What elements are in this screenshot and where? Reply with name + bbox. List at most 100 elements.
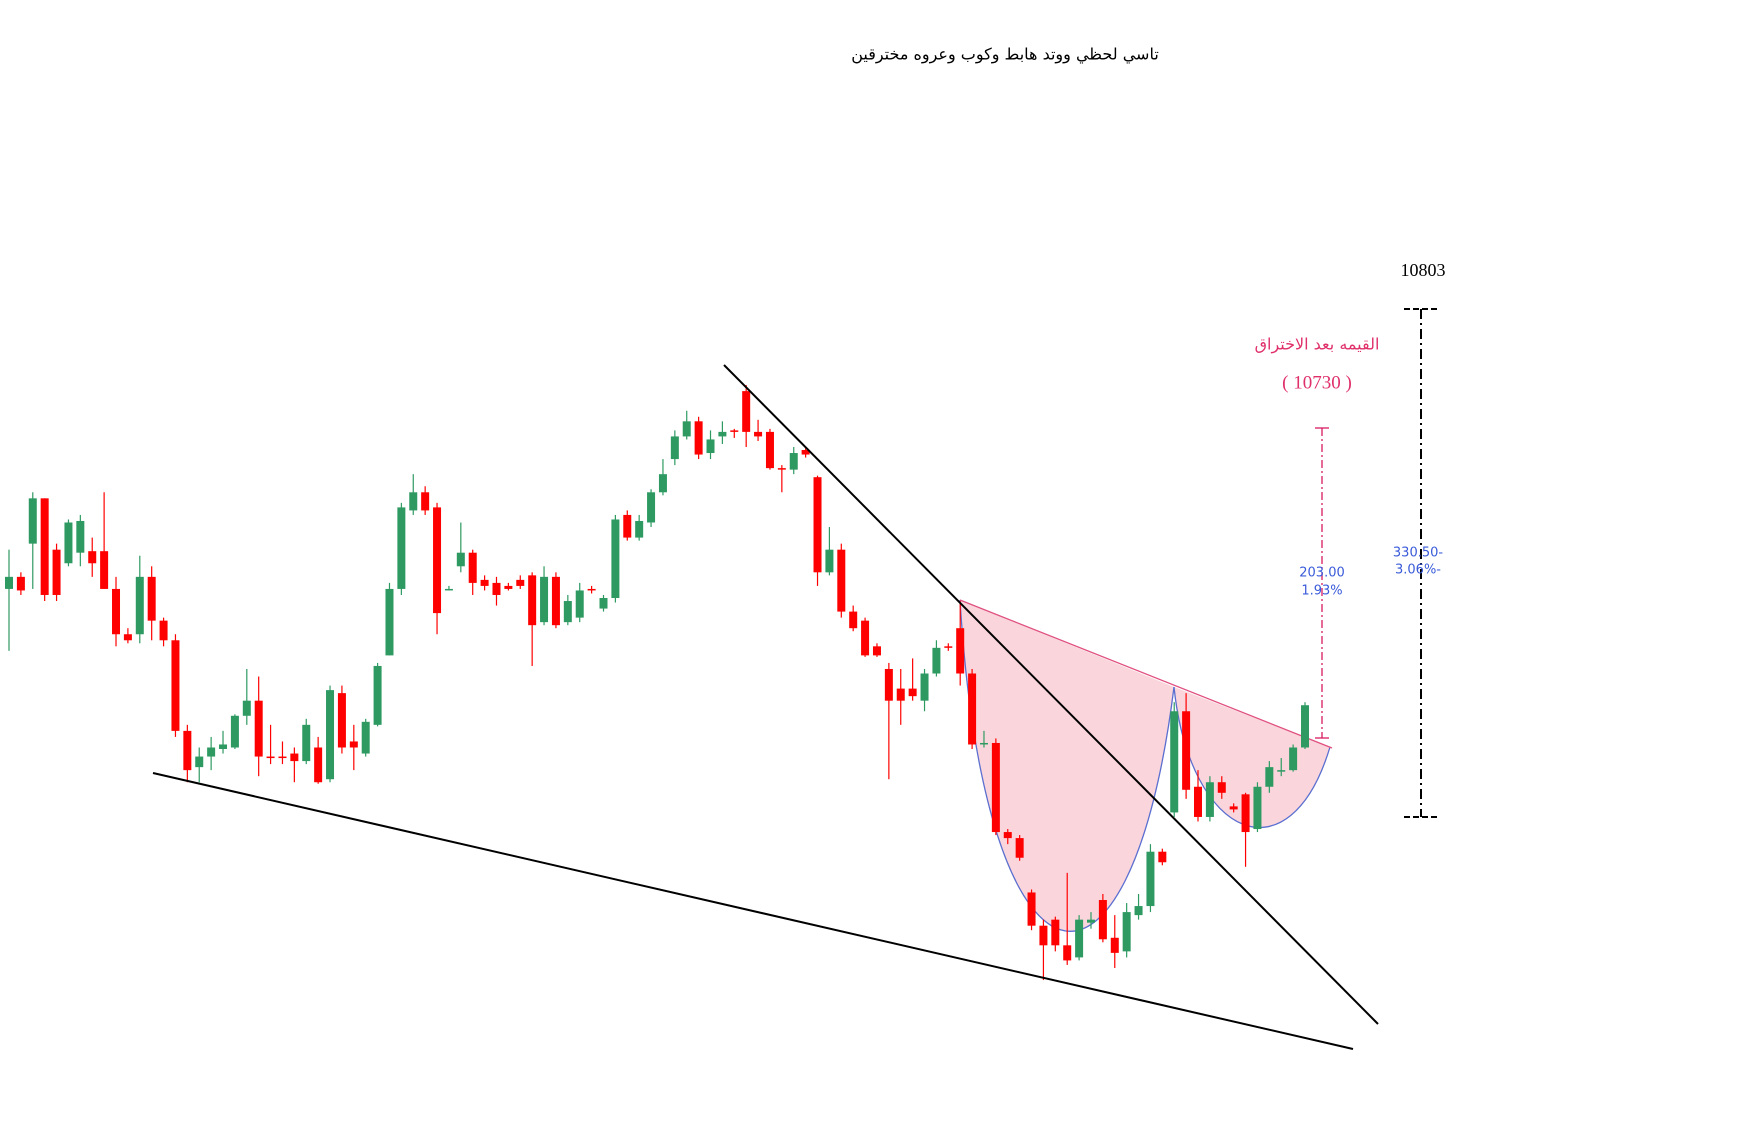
candle-body [1063, 945, 1072, 961]
candle-body [40, 498, 49, 595]
measure-value: 203.00 [1299, 566, 1345, 581]
candle-body [920, 673, 929, 701]
candle-body [991, 742, 1000, 833]
candle-body [718, 431, 727, 437]
candle-body [1301, 705, 1310, 748]
candle-body [1015, 838, 1024, 858]
cup-area [960, 600, 1174, 932]
candle-body [159, 620, 168, 641]
target-caption: القيمه بعد الاختراق [1255, 335, 1380, 355]
candle-body [28, 498, 37, 544]
candle-body [1039, 925, 1048, 946]
candle-body [409, 492, 418, 511]
cup-curve [959, 599, 1175, 932]
candle-body [349, 741, 358, 748]
candle-body [16, 576, 25, 591]
lower-trendline [152, 772, 1354, 1050]
candle-body [777, 468, 786, 470]
candle-body [551, 576, 560, 626]
candle-body [742, 391, 751, 432]
candle-body [825, 549, 834, 573]
candle-body [314, 747, 323, 783]
candle-body [896, 688, 905, 701]
candle-body [290, 753, 299, 762]
candle-body [195, 756, 204, 768]
candle-body [278, 756, 287, 759]
candle-body [326, 690, 335, 780]
candle-body [540, 576, 549, 623]
candle-body [682, 421, 691, 437]
candle-body [444, 588, 453, 591]
candle-body [254, 700, 263, 757]
candle-body [563, 601, 572, 623]
candle-body [100, 551, 109, 589]
candle-body [1110, 937, 1119, 953]
rim-line [959, 599, 1333, 749]
candle-body [468, 552, 477, 583]
candle-body [1122, 912, 1131, 952]
candle-body [147, 576, 156, 621]
candle-body [219, 744, 228, 750]
candle-body [1158, 851, 1167, 863]
candle-body [611, 519, 620, 598]
candle-body [599, 597, 608, 609]
measure-percent: 1.93% [1301, 584, 1342, 599]
candle-body [944, 646, 953, 648]
candle-body [1265, 767, 1274, 787]
candle-body [88, 551, 97, 564]
candle-body [64, 522, 73, 564]
candle-body [171, 640, 180, 731]
candle-body [849, 611, 858, 629]
target-value: ( 10730 ) [1282, 372, 1352, 393]
candle-body [670, 436, 679, 460]
candle-body [361, 721, 370, 754]
candle-body [754, 431, 763, 437]
candle-body [337, 693, 346, 748]
candle-body [504, 585, 513, 589]
candle-body [5, 576, 13, 589]
candle-body [112, 588, 121, 635]
candle-body [1134, 906, 1143, 916]
candle-body [1253, 786, 1262, 830]
upper-trendline [723, 364, 1379, 1025]
measure-pink [1315, 427, 1329, 739]
candle-body [456, 552, 465, 567]
candles [5, 385, 1310, 981]
candle-body [575, 590, 584, 618]
candle-body [492, 582, 501, 595]
candle-body [968, 673, 977, 745]
candle-body [837, 549, 846, 612]
candle-body [587, 588, 596, 591]
candle-body [266, 756, 275, 759]
candle-body [1098, 900, 1107, 940]
candle-body [123, 634, 132, 641]
candle-body [730, 430, 739, 432]
candle-body [658, 474, 667, 493]
candle-body [1086, 919, 1095, 923]
candle-body [480, 579, 489, 586]
candle-body [813, 477, 822, 573]
candle-body [1289, 747, 1298, 771]
candle-body [1051, 919, 1060, 946]
candle-body [52, 549, 61, 595]
candle-body [242, 700, 251, 716]
candle-body [765, 431, 774, 469]
candle-body [230, 715, 239, 748]
candle-body [397, 507, 406, 589]
level-label: 10803 [1401, 260, 1446, 280]
candle-body [908, 688, 917, 697]
measure-black [1404, 308, 1438, 818]
candle-body [1146, 851, 1155, 907]
candle-body [373, 665, 382, 725]
candle-body [694, 421, 703, 455]
candle-body [433, 507, 442, 614]
candle-body [1205, 782, 1214, 817]
candle-body [1003, 832, 1012, 839]
candle-body [801, 450, 810, 455]
candle-body [1182, 711, 1191, 790]
candle-body [706, 439, 715, 454]
candle-body [207, 747, 216, 757]
candle-body [76, 520, 85, 553]
measure-percent: 3.06%- [1395, 563, 1441, 578]
